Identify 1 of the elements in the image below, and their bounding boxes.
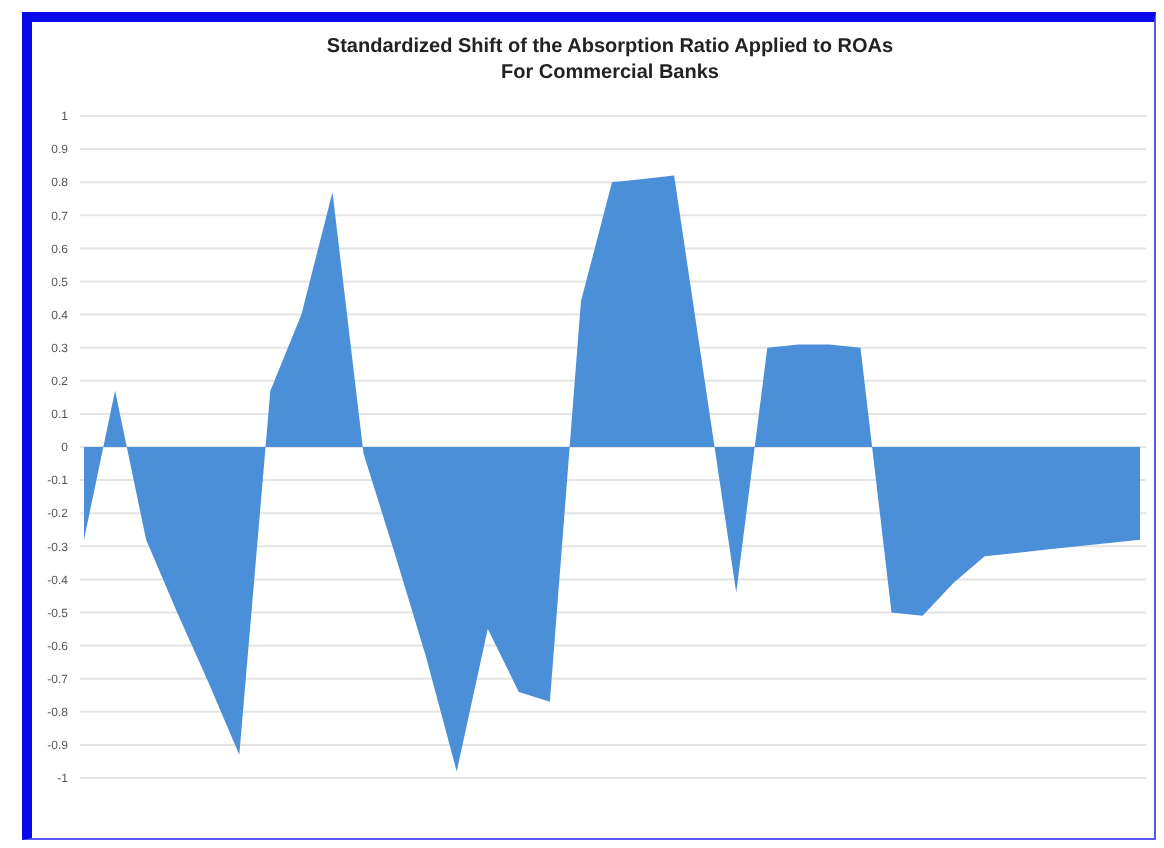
- chart-title: Standardized Shift of the Absorption Ratio Applied to ROAs For Commercial Banks: [326, 36, 895, 84]
